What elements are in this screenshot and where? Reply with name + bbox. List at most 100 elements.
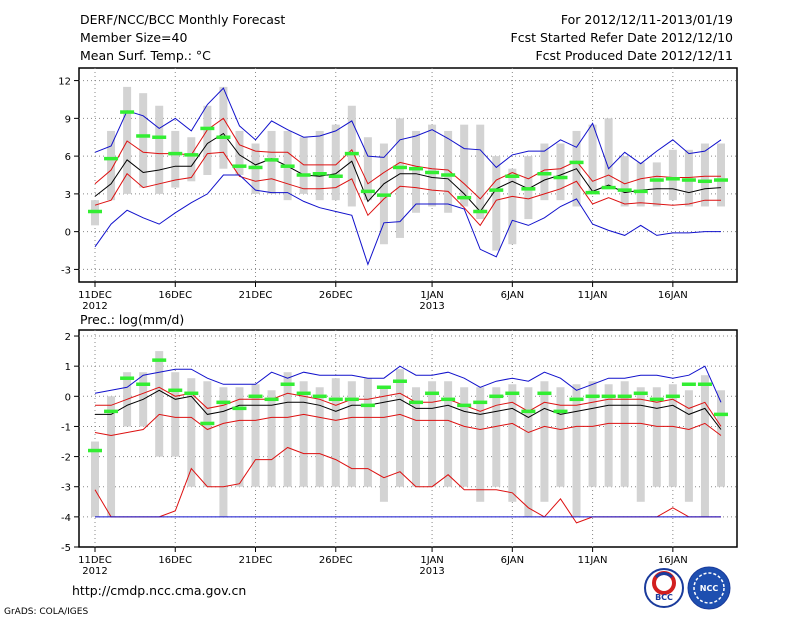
grads-credit: GrADS: COLA/IGES <box>4 607 88 617</box>
spread-box <box>267 390 276 487</box>
spread-box <box>171 130 180 188</box>
member-size: Member Size=40 <box>80 30 187 45</box>
spread-box <box>668 149 677 201</box>
spread-box <box>91 441 99 517</box>
spread-box <box>155 351 164 457</box>
spread-box <box>460 124 469 207</box>
ncc-logo: NCC <box>687 566 731 610</box>
series-line-mean <box>94 132 722 213</box>
y-tick-label: 2 <box>65 332 71 343</box>
spread-box <box>412 387 421 487</box>
spread-box <box>556 143 565 201</box>
spread-box <box>331 124 340 201</box>
spread-box <box>556 387 565 487</box>
spread-box <box>700 143 709 207</box>
x-tick-label: 11DEC <box>78 555 112 566</box>
spread-box <box>540 143 549 201</box>
x-tick-year: 2012 <box>82 566 107 577</box>
spread-box <box>428 381 437 487</box>
spread-box <box>315 387 324 487</box>
spread-box <box>717 390 725 487</box>
spread-box <box>299 137 308 194</box>
spread-box <box>684 390 693 502</box>
spread-box <box>379 387 388 502</box>
spread-box <box>219 387 228 517</box>
series-line-upper <box>95 386 722 427</box>
spread-box <box>668 384 677 487</box>
spread-box <box>395 369 404 487</box>
series-line-max <box>94 365 722 403</box>
spread-box <box>508 384 517 502</box>
spread-box <box>267 130 276 194</box>
spread-box <box>588 381 597 487</box>
spread-box <box>444 130 453 213</box>
spread-box <box>219 86 228 169</box>
spread-box <box>508 168 517 245</box>
x-tick-label: 11JAN <box>578 290 608 301</box>
spread-box <box>283 372 292 487</box>
precip-label: Prec.: log(mm/d) <box>80 312 184 327</box>
x-tick-label: 26DEC <box>319 555 353 566</box>
x-tick-label: 1JAN <box>420 290 443 301</box>
spread-box <box>476 387 485 502</box>
y-tick-label: 9 <box>65 114 71 125</box>
spread-box <box>187 378 196 487</box>
spread-box <box>395 118 404 238</box>
spread-box <box>363 137 372 201</box>
plot-frame <box>78 67 738 283</box>
spread-box <box>604 118 613 188</box>
bcc-logo: BCC <box>644 568 684 608</box>
spread-box <box>588 124 597 194</box>
spread-box <box>684 149 693 207</box>
y-tick-label: 12 <box>58 77 71 88</box>
spread-box <box>460 387 469 487</box>
y-tick-label: -3 <box>61 483 71 494</box>
spread-box <box>492 156 501 251</box>
x-tick-label: 16DEC <box>158 290 192 301</box>
spread-box <box>476 124 485 220</box>
y-tick-label: 0 <box>65 228 71 239</box>
fcst-produced-date: Fcst Produced Date 2012/12/11 <box>535 48 733 63</box>
y-tick-label: -3 <box>61 265 71 276</box>
spread-box <box>347 381 356 487</box>
variable-label: Mean Surf. Temp.: °C <box>80 48 211 63</box>
spread-box <box>251 384 260 487</box>
y-tick-label: -4 <box>61 513 71 524</box>
spread-box <box>203 381 212 487</box>
series-line-min <box>94 174 721 266</box>
spread-box <box>700 375 709 517</box>
spread-box <box>572 384 581 517</box>
spread-box <box>107 396 116 517</box>
spread-box <box>717 143 725 207</box>
y-tick-label: 6 <box>65 152 71 163</box>
spread-box <box>235 130 244 175</box>
x-tick-label: 16JAN <box>658 555 688 566</box>
spread-box <box>171 372 180 457</box>
y-tick-label: 1 <box>65 362 71 373</box>
y-tick-label: -1 <box>61 422 71 433</box>
fcst-started-date: Fcst Started Refer Date 2012/12/10 <box>511 30 734 45</box>
spread-box <box>620 381 629 487</box>
y-tick-label: 3 <box>65 190 71 201</box>
spread-box <box>636 387 645 502</box>
x-tick-year: 2012 <box>82 301 107 312</box>
series-line-max <box>94 87 722 170</box>
spread-box <box>187 137 196 182</box>
series-line-lower <box>94 413 722 437</box>
spread-box <box>347 105 356 207</box>
plot-frame <box>78 329 738 548</box>
x-tick-year: 2013 <box>419 301 444 312</box>
spread-box <box>636 162 645 207</box>
spread-box <box>444 381 453 487</box>
series-line-mean <box>95 389 722 430</box>
bcc-logo-text: BCC <box>655 593 673 602</box>
x-tick-label: 11JAN <box>578 555 608 566</box>
spread-box <box>139 93 148 188</box>
spread-box <box>107 130 116 201</box>
y-tick-label: -2 <box>61 453 71 464</box>
y-tick-label: -5 <box>61 543 71 554</box>
spread-box <box>123 86 132 194</box>
